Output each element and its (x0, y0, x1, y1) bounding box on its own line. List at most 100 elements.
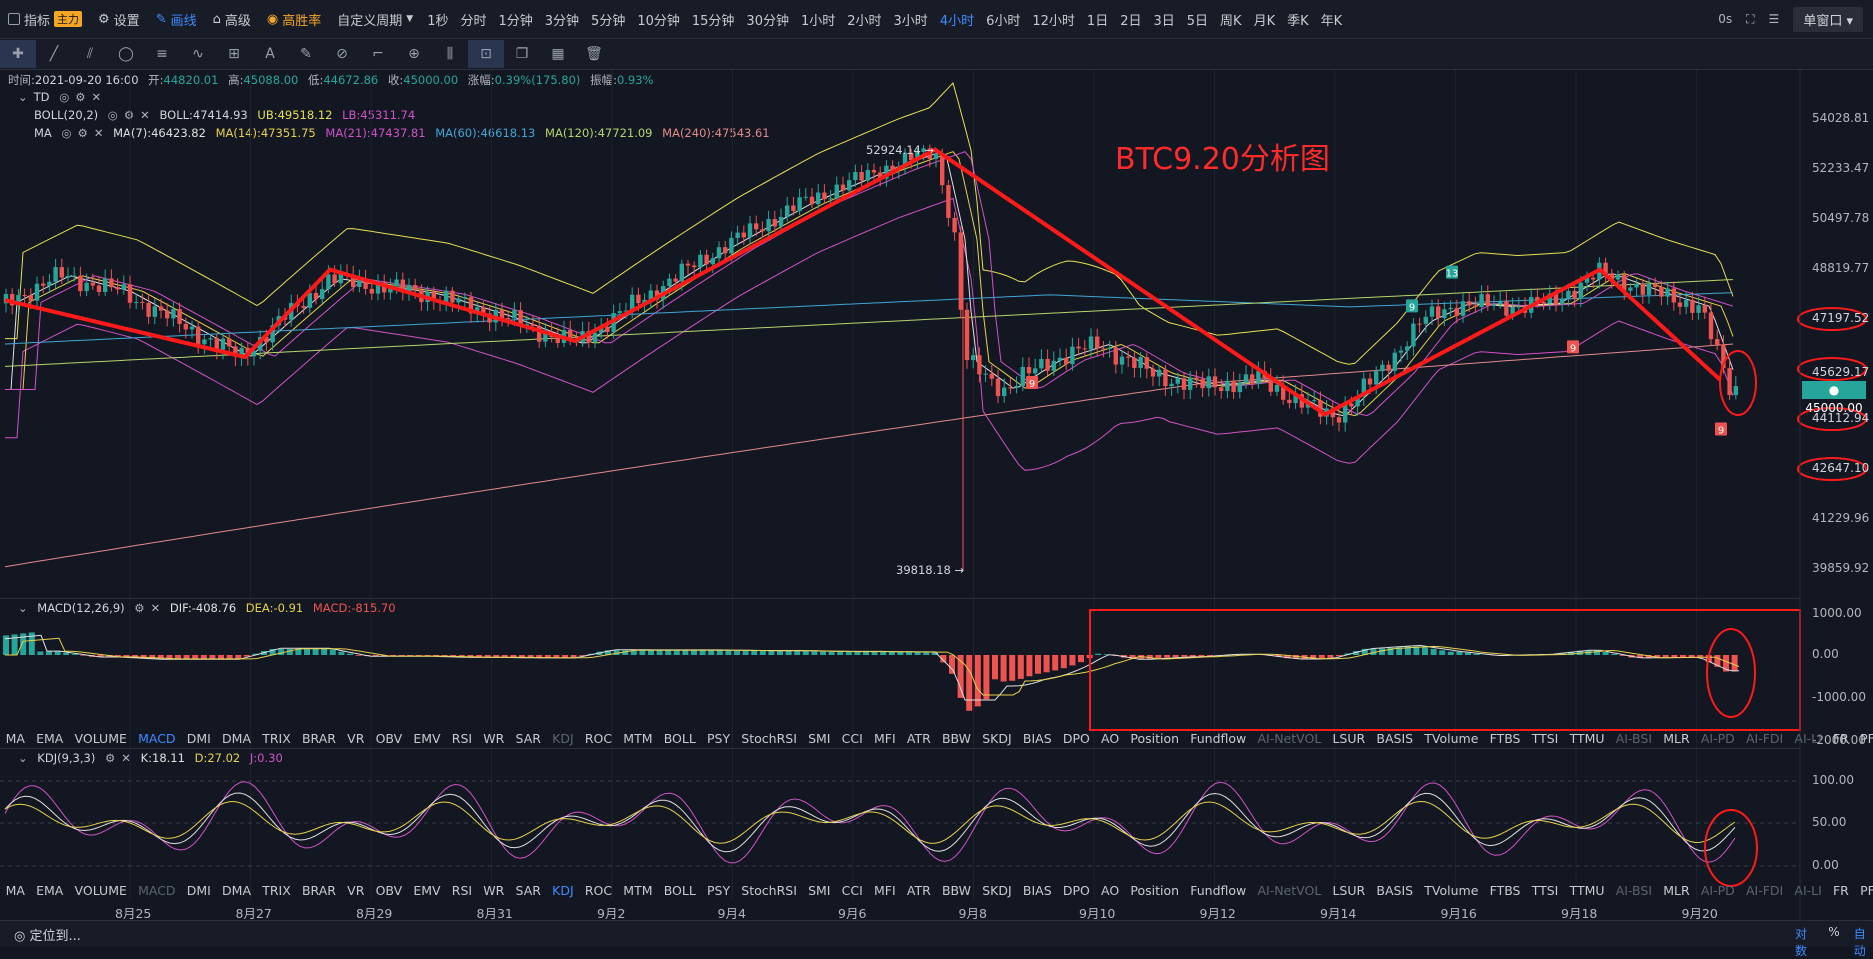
winrate-button[interactable]: ◉ 高胜率 (259, 0, 329, 38)
indicator-tab-brar[interactable]: BRAR (296, 883, 341, 898)
brush-icon[interactable]: ✎ (288, 40, 324, 68)
indicator-tab-volume[interactable]: VOLUME (69, 883, 133, 898)
template-icon[interactable]: ▦ (540, 40, 576, 68)
crosshair-icon[interactable]: ✚ (0, 40, 36, 68)
indicator-tab-emv[interactable]: EMV (408, 883, 446, 898)
settings-small-icon[interactable]: ☰ (1769, 12, 1780, 26)
period-16[interactable]: 3日 (1147, 10, 1180, 29)
period-21[interactable]: 年K (1315, 10, 1349, 29)
log-scale-toggle[interactable]: 对数 (1795, 925, 1814, 959)
period-13[interactable]: 12小时 (1026, 10, 1081, 29)
indicator-tab-rsi[interactable]: RSI (446, 731, 478, 746)
indicator-tab-roc[interactable]: ROC (579, 883, 617, 898)
indicator-tab-atr[interactable]: ATR (901, 883, 936, 898)
indicator-tab-bias[interactable]: BIAS (1017, 731, 1057, 746)
period-18[interactable]: 周K (1214, 10, 1248, 29)
indicator-tab-ai-netvol[interactable]: AI-NetVOL (1252, 883, 1327, 898)
indicator-tab-ai-li[interactable]: AI-LI (1789, 883, 1828, 898)
indicator-tab-dpo[interactable]: DPO (1057, 731, 1095, 746)
period-14[interactable]: 1日 (1081, 10, 1114, 29)
auto-scale-toggle[interactable]: 自动 (1854, 925, 1873, 959)
indicator-tab-mlr[interactable]: MLR (1658, 731, 1696, 746)
indicator-tab-ai-bsi[interactable]: AI-BSI (1610, 883, 1657, 898)
eraser-icon[interactable]: ⊘ (324, 40, 360, 68)
period-11[interactable]: 4小时 (934, 10, 980, 29)
indicator-tab-fundflow[interactable]: Fundflow (1185, 731, 1252, 746)
indicator-tab-ai-li[interactable]: AI-LI (1789, 731, 1828, 746)
indicator-tab-ttmu[interactable]: TTMU (1564, 883, 1610, 898)
indicator-tab-skdj[interactable]: SKDJ (977, 731, 1018, 746)
indicator-tab-cci[interactable]: CCI (836, 883, 868, 898)
period-1[interactable]: 分时 (454, 10, 492, 29)
period-12[interactable]: 6小时 (980, 10, 1026, 29)
indicator-tab-macd[interactable]: MACD (132, 731, 181, 746)
indicator-tab-mtm[interactable]: MTM (618, 883, 658, 898)
indicator-tab-macd[interactable]: MACD (132, 883, 181, 898)
indicator-tab-wr[interactable]: WR (478, 731, 510, 746)
indicator-tab-basis[interactable]: BASIS (1371, 731, 1419, 746)
indicator-tab-position[interactable]: Position (1125, 731, 1185, 746)
indicator-tab-ai-pd[interactable]: AI-PD (1695, 731, 1740, 746)
indicator-tab-ai-fdi[interactable]: AI-FDI (1740, 731, 1788, 746)
indicator-tab-dma[interactable]: DMA (216, 731, 256, 746)
indicator-tab-mfi[interactable]: MFI (868, 883, 901, 898)
indicator-tab-smi[interactable]: SMI (802, 883, 836, 898)
indicator-tab-ma[interactable]: MA (0, 731, 31, 746)
period-8[interactable]: 1小时 (795, 10, 841, 29)
ellipse-icon[interactable]: ◯ (108, 40, 144, 68)
trash-icon[interactable]: 🗑 (576, 40, 612, 68)
indicator-tab-ema[interactable]: EMA (31, 731, 69, 746)
indicator-tab-position[interactable]: Position (1125, 883, 1185, 898)
period-4[interactable]: 5分钟 (585, 10, 631, 29)
indicator-tab-ai-fdi[interactable]: AI-FDI (1740, 883, 1788, 898)
collapse-icon[interactable]: ⌄ (18, 751, 28, 765)
indicator-tab-ai-bsi[interactable]: AI-BSI (1610, 731, 1657, 746)
indicator-tab-vr[interactable]: VR (342, 731, 370, 746)
indicator-tab-ema[interactable]: EMA (31, 883, 69, 898)
period-10[interactable]: 3小时 (888, 10, 934, 29)
measure-icon[interactable]: ⊞ (216, 40, 252, 68)
indicator-tab-vr[interactable]: VR (342, 883, 370, 898)
indicator-tab-ttsi[interactable]: TTSI (1526, 883, 1564, 898)
indicator-tab-fundflow[interactable]: Fundflow (1185, 883, 1252, 898)
indicator-tab-tvolume[interactable]: TVolume (1419, 883, 1484, 898)
ruler-icon[interactable]: ⌐ (360, 40, 396, 68)
close-icon[interactable]: ✕ (151, 601, 161, 615)
magnet-icon[interactable]: ⊕ (396, 40, 432, 68)
close-icon[interactable]: ✕ (121, 751, 131, 765)
indicator-tab-roc[interactable]: ROC (579, 731, 617, 746)
period-17[interactable]: 5日 (1181, 10, 1214, 29)
indicator-tab-skdj[interactable]: SKDJ (977, 883, 1018, 898)
bars-icon[interactable]: ⫼ (432, 40, 468, 68)
indicator-tab-fr[interactable]: FR (1827, 883, 1854, 898)
indicator-tab-dmi[interactable]: DMI (181, 731, 216, 746)
indicator-button[interactable]: 指标 主力 (0, 0, 90, 38)
trendline-icon[interactable]: ╱ (36, 40, 72, 68)
indicator-tab-dmi[interactable]: DMI (181, 883, 216, 898)
settings-button[interactable]: ⚙ 设置 (90, 0, 148, 38)
collapse-icon[interactable]: ⌄ (18, 601, 28, 615)
indicator-tab-dpo[interactable]: DPO (1057, 883, 1095, 898)
indicator-tab-tvolume[interactable]: TVolume (1419, 731, 1484, 746)
draw-button[interactable]: ✎ 画线 (148, 0, 205, 38)
indicator-tab-fr[interactable]: FR (1827, 731, 1854, 746)
indicator-tab-ao[interactable]: AO (1095, 731, 1124, 746)
copy-icon[interactable]: ❐ (504, 40, 540, 68)
fullscreen-icon[interactable]: ⛶ (1746, 12, 1754, 27)
window-mode-dropdown[interactable]: 单窗口 ▾ (1793, 7, 1863, 32)
indicator-tab-trix[interactable]: TRIX (257, 731, 297, 746)
period-15[interactable]: 2日 (1114, 10, 1147, 29)
indicator-tab-sar[interactable]: SAR (510, 731, 547, 746)
gear-icon[interactable]: ⚙ (105, 751, 115, 765)
indicator-tab-brar[interactable]: BRAR (296, 731, 341, 746)
indicator-tab-ttsi[interactable]: TTSI (1526, 731, 1564, 746)
indicator-tab-emv[interactable]: EMV (408, 731, 446, 746)
indicator-tab-lsur[interactable]: LSUR (1327, 731, 1371, 746)
indicator-tab-atr[interactable]: ATR (901, 731, 936, 746)
indicator-tab-rsi[interactable]: RSI (446, 883, 478, 898)
parallel-icon[interactable]: ⫽ (72, 40, 108, 68)
period-19[interactable]: 月K (1248, 10, 1282, 29)
fib-icon[interactable]: ≡ (144, 40, 180, 68)
indicator-tab-wr[interactable]: WR (478, 883, 510, 898)
indicator-tab-kdj[interactable]: KDJ (547, 731, 580, 746)
